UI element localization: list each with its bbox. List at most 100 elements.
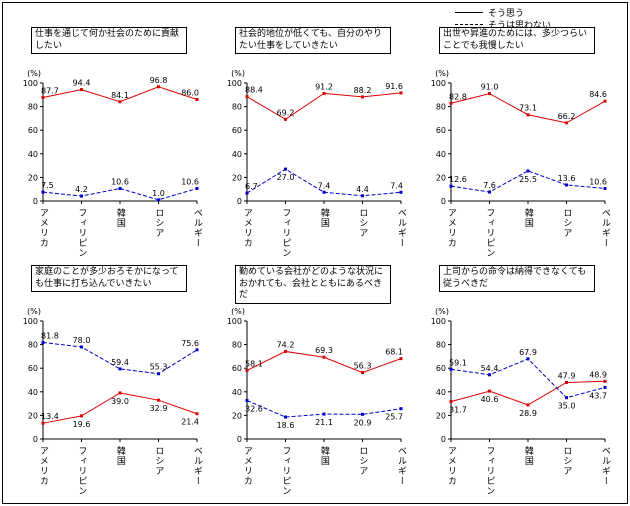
data-label: 47.9 [558,371,576,380]
chart-plot: 0 20 40 60 80 100 (%) 31.7 40.6 28.9 47.9 48.9 59.1 5… [419,305,615,445]
data-label: 35.0 [558,402,576,411]
x-category-label: ロシア [357,446,368,476]
data-point-solid [322,355,326,359]
y-tick-label: 80 [232,341,242,350]
chart-title: 仕事を通じて何か社会のために貢献したい [31,27,187,55]
data-point-solid [603,99,607,103]
data-point-solid [118,100,122,104]
axes [448,320,606,442]
data-point-dashed [361,412,364,416]
y-tick-label: 60 [232,126,242,135]
chart-plot: 0 20 40 60 80 100 (%) 58.1 74.2 69.3 56.3 68.1 32.6 1… [215,305,411,445]
x-category-label: フィリピン [484,446,495,496]
data-point-solid [157,398,160,402]
data-label: 69.3 [315,346,333,355]
data-label: 28.9 [519,409,537,418]
data-point-dashed [245,191,249,195]
chart-title: 勤めている会社がどのような状況におかれても、会社とともにあるべきだ [235,265,391,305]
data-label: 91.0 [481,83,499,92]
data-point-dashed [603,186,607,190]
chart-title: 出世や昇進のためには、多少つらいことでも我慢したい [439,27,595,55]
data-point-dashed [322,412,326,416]
x-category-label: ロシア [153,208,164,238]
chart-categories: アメリカ フィリピン 韓国 ロシア ベルギー [419,207,615,261]
y-tick-label: 20 [436,411,446,420]
data-label: 32.9 [150,404,168,413]
data-label: 39.0 [111,397,129,406]
data-label: 87.7 [41,87,59,96]
dashed-line-sample [455,23,483,25]
chart-stay-with-company: 勤めている会社がどのような状況におかれても、会社とともにあるべきだ 0 20 40 6… [215,265,411,499]
data-point-dashed [361,194,364,198]
chart-canvas: 0 20 40 60 80 100(%) 82.8 91.0 73.1 66.2 84.6 12.6 7… [431,69,607,206]
data-label: 31.7 [449,406,467,415]
x-category-label: 韓国 [318,208,329,228]
chart-categories: アメリカ フィリピン 韓国 ロシア ベルギー [215,445,411,499]
x-category-label: ロシア [561,446,572,476]
data-point-dashed [526,357,530,361]
series-line-dashed [42,187,198,201]
data-label: 88.2 [354,86,372,95]
data-label: 96.8 [150,76,168,85]
data-point-solid [449,400,453,404]
y-tick-label: 20 [28,411,38,420]
x-category-label: フィリピン [76,446,87,496]
x-category-label: フィリピン [280,446,291,496]
data-point-dashed [449,184,453,188]
chart-title: 上司からの命令は納得できなくても従うべきだ [439,265,595,293]
x-category-label: フィリピン [280,208,291,258]
chart-title: 家庭のことが多少おろそかになっても仕事に打ち込んでいきたい [31,265,187,293]
data-label: 84.1 [111,91,129,100]
y-tick-label: 80 [436,103,446,112]
chart-contribute-society: 仕事を通じて何か社会のために貢献したい 0 20 40 60 80 100 (%) 87.7 9… [11,27,207,261]
x-category-label: フィリピン [484,208,495,258]
y-axis-unit: (%) [231,69,245,78]
x-category-label: ロシア [561,208,572,238]
data-label: 59.4 [111,358,129,367]
series-line-dashed [450,170,606,193]
data-point-dashed [399,190,403,194]
y-tick-label: 40 [436,150,446,159]
data-label: 19.6 [73,420,91,429]
x-category-label: アメリカ [241,208,252,248]
y-tick-label: 80 [28,341,38,350]
y-axis-unit: (%) [27,69,41,78]
data-point-dashed [565,396,568,400]
data-label: 81.8 [41,331,59,340]
data-label: 21.4 [181,418,199,427]
y-tick-label: 0 [441,435,446,444]
x-category-label: ベルギー [191,446,202,486]
chart-canvas: 0 20 40 60 80 100(%) 31.7 40.6 28.9 47.9 48.9 59.1 5… [431,307,607,444]
chart-title: 社会的地位が低くても、自分のやりたい仕事をしていきたい [235,27,391,55]
y-tick-label: 20 [232,173,242,182]
data-point-solid [526,403,530,407]
y-axis-unit: (%) [435,69,449,78]
chart-plot: 0 20 40 60 80 100 (%) 87.7 94.4 84.1 96.8 86.0 7.5 4.… [11,67,207,207]
chart-canvas: 0 20 40 60 80 100(%) 58.1 74.2 69.3 56.3 68.1 32.6 1… [227,307,403,444]
series-line-dashed [42,341,198,375]
x-category-label: ベルギー [191,208,202,248]
data-point-dashed [526,169,530,173]
y-tick-label: 0 [33,197,38,206]
data-label: 54.4 [481,364,499,373]
data-point-solid [157,85,160,89]
axes [40,82,198,204]
data-point-dashed [41,340,45,344]
data-label: 27.0 [277,173,295,182]
data-point-solid [488,389,491,393]
data-point-solid [195,412,199,416]
x-category-label: 韓国 [522,208,533,228]
y-tick-label: 80 [436,341,446,350]
data-label: 56.3 [354,362,372,371]
data-point-solid [284,117,287,121]
data-label: 59.1 [449,358,467,367]
x-category-label: 韓国 [114,208,125,228]
data-point-solid [80,88,83,92]
data-label: 20.9 [354,418,372,427]
x-category-label: ベルギー [395,446,406,486]
data-label: 7.6 [483,181,496,190]
data-label: 10.6 [111,177,129,186]
chart-categories: アメリカ フィリピン 韓国 ロシア ベルギー [419,445,615,499]
data-point-dashed [245,399,249,403]
